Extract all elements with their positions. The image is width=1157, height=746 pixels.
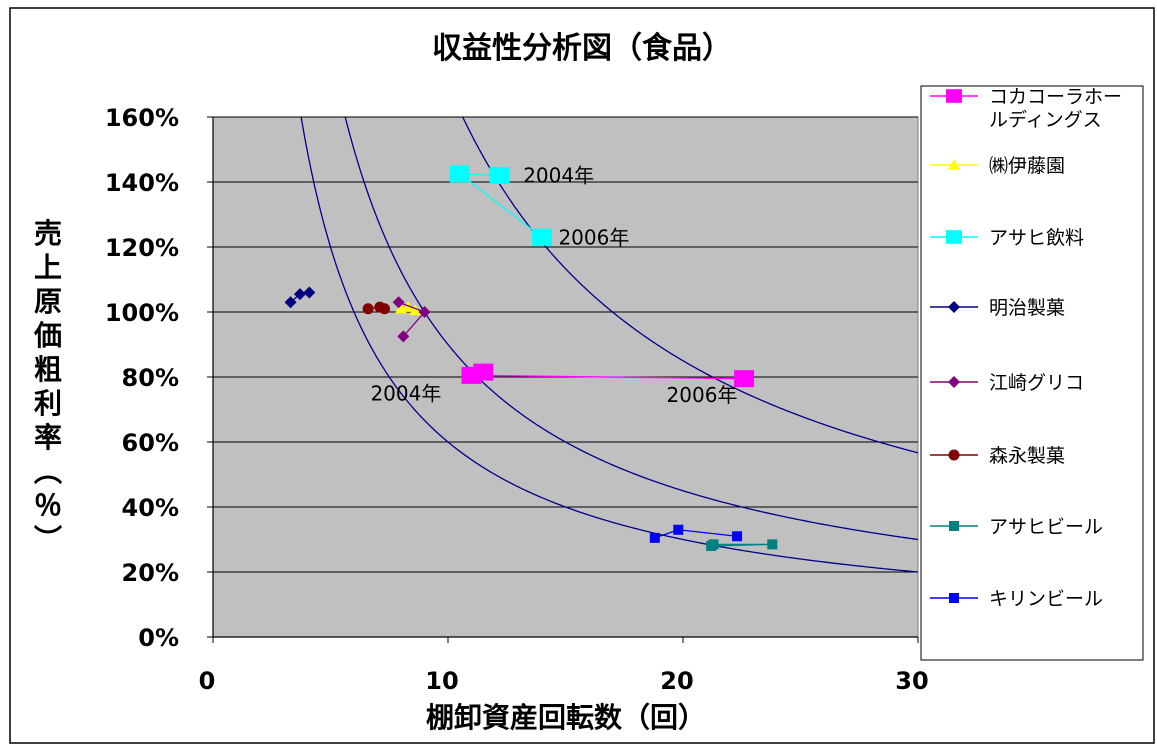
x-tick-label: 10 [425,667,458,695]
data-point [303,286,316,299]
x-tick-label: 0 [199,667,216,695]
y-axis-title-char: 原 [34,285,62,318]
series-group [392,296,431,343]
y-axis-title-char: 価 [33,319,62,352]
data-point [489,167,510,184]
legend-marker [948,159,960,170]
y-tick-label: 60% [122,429,179,457]
legend-label: キリンビール [989,588,1103,610]
data-point [392,296,405,309]
legend-label: 明治製菓 [989,297,1065,319]
data-point [461,366,482,384]
y-axis-title-char: 利 [34,387,62,420]
data-point [418,306,431,318]
legend-marker [948,376,960,388]
y-axis-title-char: 粗 [34,353,62,386]
legend-label: アサヒ飲料 [989,227,1084,249]
y-axis-title-char: ％ [34,489,62,522]
y-tick-label: 40% [122,494,179,522]
y-axis-title-char: ︵ [34,455,62,488]
y-tick-label: 140% [105,169,179,197]
data-point [706,541,717,551]
series-group [461,363,755,388]
legend-label: コカコーラホールディングス [989,86,1122,131]
data-point [732,531,743,542]
y-axis-title-char: 率 [34,421,62,454]
annotation-label: 2006年 [667,383,738,407]
legend-item: ㈱伊藤園 [930,155,1065,177]
series-group [284,286,316,309]
data-point [379,303,391,315]
legend: コカコーラホールディングス㈱伊藤園アサヒ飲料明治製菓江崎グリコ森永製菓アサヒビー… [920,85,1144,661]
data-point [293,288,306,301]
series-group [706,539,778,551]
y-axis-title-char: 売 [34,217,62,250]
annotation-label: 2004年 [523,164,594,188]
y-tick-label: 160% [105,104,179,132]
legend-label: 江崎グリコ [989,372,1084,394]
reference-curve [300,117,918,573]
legend-label-line: コカコーラホー [989,86,1122,108]
y-axis-title-char: 上 [34,251,62,284]
reference-curve [461,117,918,454]
legend-marker [948,301,960,313]
legend-label-line: ルディングス [989,109,1102,131]
legend-item: アサヒ飲料 [930,227,1084,249]
data-point [449,165,470,183]
x-tick-label: 20 [660,667,693,695]
legend-label: 森永製菓 [989,445,1065,467]
axes: 0% 20% 40% 60% 80% 100% 120% 140% 160% 0 10 20 30 [105,104,929,695]
series-group [649,524,743,543]
legend-item: キリンビール [930,588,1103,610]
series-group [362,301,391,315]
data-point [649,532,660,543]
legend-marker [949,521,959,531]
y-tick-label: 20% [122,559,179,587]
annotation-label: 2004年 [370,381,441,405]
legend-item: 森永製菓 [930,445,1065,467]
chart-title: 収益性分析図（食品） [432,31,732,66]
legend-label: ㈱伊藤園 [989,155,1065,177]
annotation-label: 2006年 [558,225,629,249]
series-group [395,301,422,316]
data-point [734,370,755,388]
y-tick-label: 100% [105,299,179,327]
legend-item: コカコーラホールディングス [930,86,1122,131]
y-tick-label: 0% [138,624,179,652]
data-point [397,330,410,343]
legend-label: アサヒビール [989,516,1103,538]
plot-area: 2004年 2006年 2004年 2006年 [212,116,919,638]
y-tick-label: 80% [122,364,179,392]
legend-marker [948,449,960,461]
y-tick-label: 120% [105,234,179,262]
x-axis-title: 棚卸資産回転数（回） [426,701,706,734]
data-point [284,296,297,309]
data-point [532,228,552,246]
data-point [395,302,407,314]
data-point [362,303,374,315]
legend-marker [949,593,959,603]
data-point [409,304,422,316]
data-point [402,301,415,312]
data-point [673,524,684,535]
legend-item: 江崎グリコ [930,372,1084,394]
legend-item: アサヒビール [930,516,1103,538]
legend-marker [946,89,962,103]
legend-box [920,85,1144,661]
legend-marker [946,230,962,244]
series-group [449,165,552,246]
x-tick-label: 30 [895,667,928,695]
data-point [767,539,778,550]
legend-item: 明治製菓 [930,297,1065,319]
y-axis-title-char: ︶ [34,523,62,556]
